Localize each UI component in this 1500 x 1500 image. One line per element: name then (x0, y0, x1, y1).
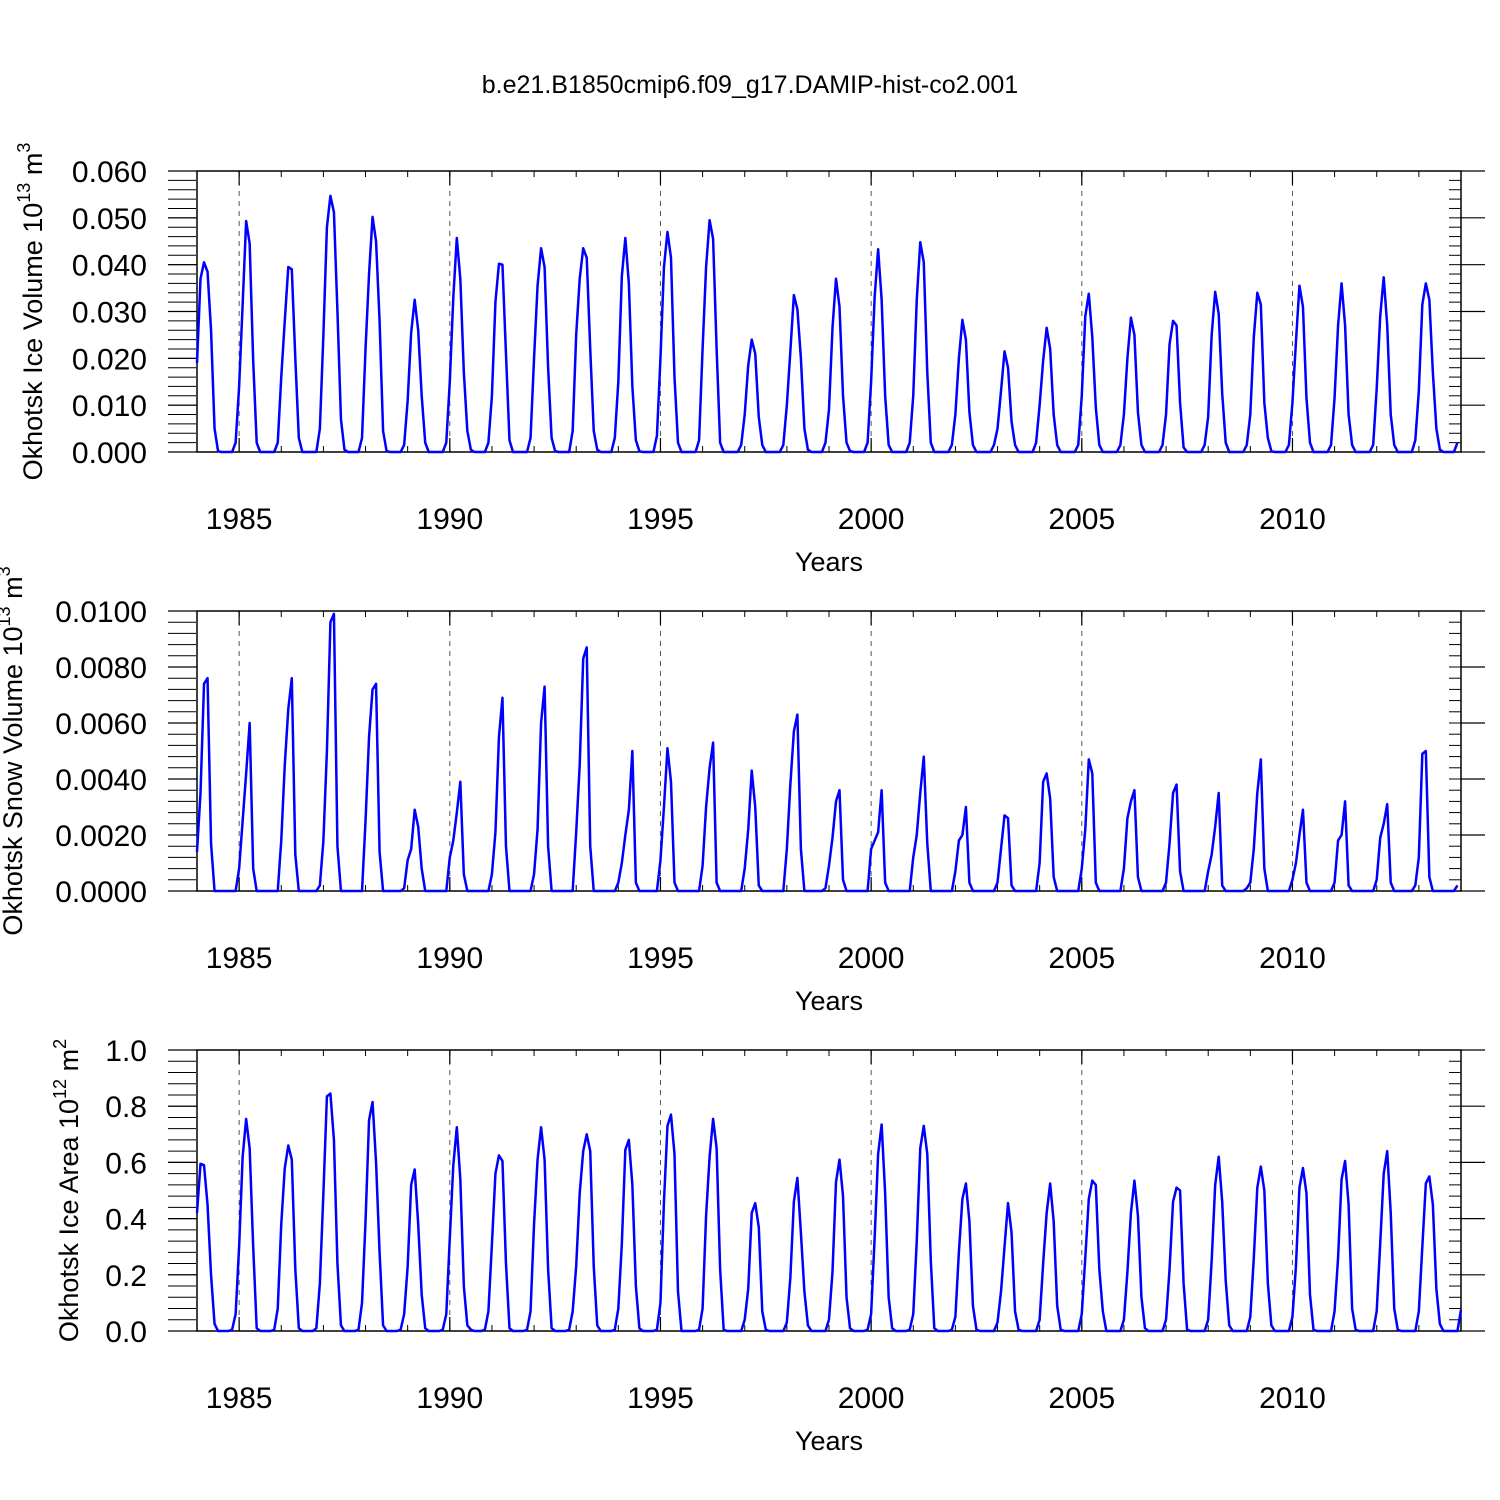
x-tick-label: 1985 (206, 942, 273, 975)
y-tick-label: 0.0100 (55, 596, 147, 629)
y-axis-label-space (0, 599, 28, 607)
y-axis-label: Okhotsk Snow Volume 1013 m3 (0, 566, 28, 935)
y-tick-label: 0.2 (105, 1260, 147, 1293)
x-tick-label: 2000 (838, 503, 905, 536)
x-tick-label: 1985 (206, 1382, 273, 1415)
y-tick-label: 0.060 (72, 156, 147, 189)
y-tick-label: 0.8 (105, 1091, 147, 1124)
y-axis-label-unit: m (18, 153, 48, 176)
series-line-snow-volume (195, 612, 1459, 893)
y-tick-label: 0.020 (72, 343, 147, 376)
panels: 1985 1990 1995 2000 2005 20100.0000.0100.0200… (0, 143, 1485, 1456)
x-tick-label: 2005 (1048, 1382, 1115, 1415)
x-axis-label: Years (795, 1426, 863, 1456)
x-tick-label: 2010 (1259, 942, 1326, 975)
x-tick-label: 2010 (1259, 1382, 1326, 1415)
y-tick-label: 0.0020 (55, 820, 147, 853)
y-tick-label: 0.050 (72, 203, 147, 236)
panel-ice-volume: 1985 1990 1995 2000 2005 2010 0.000 0.010 0.020 0… (14, 143, 1485, 577)
x-tick-label: 1995 (627, 503, 694, 536)
x-tick-label: 2000 (838, 942, 905, 975)
panel-ice-area: 1985 1990 1995 2000 2005 2010 0.0 0.2 0.4 0.6 0.8 1… (50, 1035, 1485, 1456)
y-axis-label-exp: 13 (0, 606, 14, 626)
series-line-ice-volume (195, 194, 1459, 454)
x-tick-label: 1990 (416, 1382, 483, 1415)
y-axis-label-exp: 13 (14, 183, 34, 203)
x-axis-label: Years (795, 547, 863, 577)
y-axis-label: Okhotsk Ice Volume 1013 m3 (14, 143, 48, 481)
x-tick-label: 1990 (416, 942, 483, 975)
panel-snow-volume: 1985 1990 1995 2000 2005 2010 0.0000 0.0020 0.00… (0, 566, 1485, 1016)
y-tick-label: 0.0 (105, 1316, 147, 1349)
y-axis-label-unit: m (54, 1049, 84, 1072)
plot-frame (196, 170, 1462, 453)
x-tick-label: 1995 (627, 942, 694, 975)
y-axis-label-unit-exp: 2 (50, 1039, 70, 1049)
x-tick-label: 2005 (1048, 942, 1115, 975)
x-axis-label: Years (795, 986, 863, 1016)
y-axis-label-unit-exp: 3 (0, 566, 14, 576)
x-tick-label: 2005 (1048, 503, 1115, 536)
y-tick-label: 0.0060 (55, 708, 147, 741)
plot-frame (196, 610, 1462, 892)
y-tick-label: 1.0 (105, 1035, 147, 1068)
y-tick-label: 0.000 (72, 437, 147, 470)
y-tick-label: 0.040 (72, 250, 147, 283)
y-axis-label-space (18, 175, 48, 183)
x-tick-label: 1985 (206, 503, 273, 536)
y-axis-label-unit: m (0, 576, 28, 599)
series-line-ice-area (195, 1092, 1463, 1333)
y-axis-label-space (54, 1071, 84, 1079)
x-tick-label: 1990 (416, 503, 483, 536)
y-axis-label-main: Okhotsk Ice Volume 10 (18, 203, 48, 481)
y-tick-label: 0.4 (105, 1204, 147, 1237)
y-axis-label-exp: 12 (50, 1079, 70, 1099)
y-axis-label: Okhotsk Ice Area 1012 m2 (50, 1039, 84, 1342)
y-tick-label: 0.6 (105, 1147, 147, 1180)
y-axis-label-main: Okhotsk Ice Area 10 (54, 1099, 84, 1342)
plot-frame (196, 1049, 1462, 1332)
y-tick-label: 0.0000 (55, 876, 147, 909)
x-tick-label: 2010 (1259, 503, 1326, 536)
y-tick-label: 0.030 (72, 297, 147, 330)
y-axis-label-main: Okhotsk Snow Volume 10 (0, 626, 28, 935)
y-tick-label: 0.0080 (55, 652, 147, 685)
x-tick-label: 1995 (627, 1382, 694, 1415)
y-tick-label: 0.010 (72, 390, 147, 423)
y-axis-label-unit-exp: 3 (14, 143, 34, 153)
figure-title: b.e21.B1850cmip6.f09_g17.DAMIP-hist-co2.… (482, 71, 1018, 99)
y-tick-label: 0.0040 (55, 764, 147, 797)
x-tick-label: 2000 (838, 1382, 905, 1415)
